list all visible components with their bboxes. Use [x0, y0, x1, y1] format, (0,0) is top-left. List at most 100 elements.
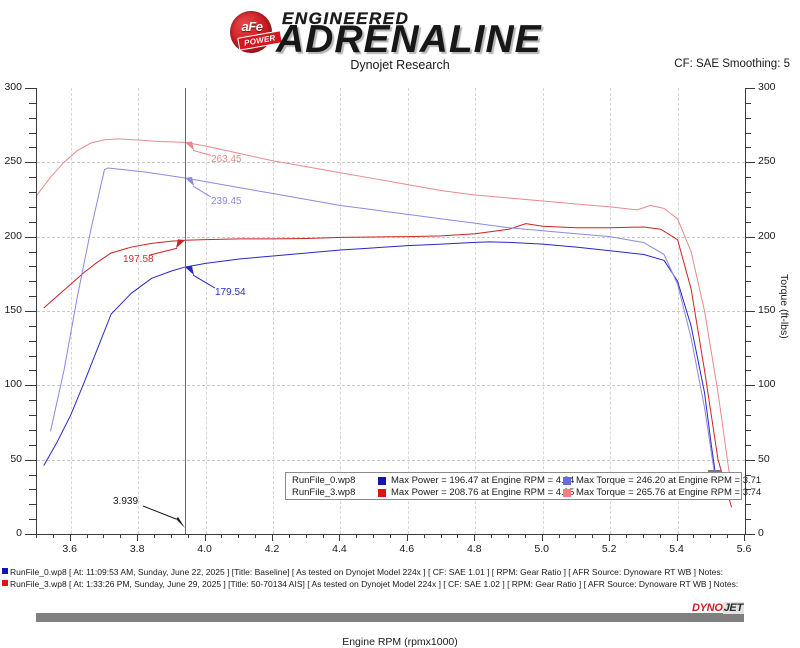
y-tick-minor-right	[744, 519, 751, 521]
y-tick-minor-right	[744, 147, 751, 149]
y-tick-label-left: 300	[4, 81, 22, 93]
x-tick-label: 4.0	[197, 543, 212, 555]
y-tick-right	[744, 236, 755, 238]
x-tick	[272, 534, 273, 541]
y-tick-minor-right	[744, 221, 751, 223]
annotation-leader	[192, 185, 212, 198]
footer-swatch	[2, 568, 8, 574]
y-tick-minor-right	[744, 325, 751, 327]
y-tick-minor-left	[29, 147, 36, 149]
gridline-vertical	[340, 88, 342, 534]
y-tick-minor-right	[744, 489, 751, 491]
legend-swatch-power	[378, 476, 386, 485]
x-tick-minor	[727, 534, 729, 538]
y-tick-left	[25, 88, 36, 89]
y-tick-minor-left	[29, 117, 36, 119]
y-tick-minor-left	[29, 206, 36, 208]
dynojet-watermark: DYNOJET	[692, 602, 744, 614]
y-tick-minor-left	[29, 221, 36, 223]
x-tick-label: 5.6	[736, 543, 752, 555]
y-tick-minor-left	[29, 340, 36, 342]
gridline-vertical	[542, 88, 544, 534]
footer-run-1: RunFile_3.wp8 [ At: 1:33:26 PM, Sunday, …	[2, 578, 738, 590]
y-tick-label-right: 50	[758, 452, 770, 465]
y-tick-minor-right	[744, 102, 751, 104]
afe-power-logo: aFe POWER	[228, 8, 284, 56]
cursor-line[interactable]	[185, 88, 186, 534]
legend-row: RunFile_3.wp8 Max Power = 208.76 at Engi…	[286, 486, 761, 499]
gridline-vertical	[273, 88, 274, 534]
y-tick-label-left: 50	[10, 452, 22, 465]
x-tick-minor	[626, 534, 627, 538]
y-tick-minor-left	[29, 415, 36, 417]
gridline-horizontal	[37, 162, 745, 164]
x-tick-minor	[103, 534, 105, 538]
x-tick	[676, 534, 678, 541]
y-tick-minor-left	[29, 266, 36, 268]
x-tick	[406, 534, 408, 541]
x-tick-minor	[52, 534, 54, 538]
y-tick-minor-left	[29, 519, 36, 521]
adrenaline-wordmark: ADRENALINE	[276, 18, 542, 61]
data-curve	[43, 223, 732, 508]
annotation-leader	[192, 149, 212, 156]
legend-file-name: RunFile_0.wp8	[292, 475, 356, 486]
y-tick-minor-left	[29, 251, 36, 253]
cursor-arrow	[176, 517, 186, 528]
y-tick-minor-left	[29, 325, 36, 327]
x-tick	[744, 534, 745, 541]
chart-legend[interactable]: RunFile_0.wp8 Max Power = 196.47 at Engi…	[285, 472, 761, 500]
x-tick-minor	[390, 534, 391, 538]
watermark-jet: JET	[722, 602, 744, 614]
y-tick-minor-right	[744, 355, 751, 357]
x-tick-minor	[440, 534, 442, 538]
x-tick-label: 3.8	[129, 543, 145, 555]
x-tick	[609, 534, 611, 541]
x-tick-minor	[524, 534, 526, 538]
legend-file-name: RunFile_3.wp8	[292, 487, 356, 498]
engineered-wordmark: ENGINEERED	[282, 9, 410, 28]
y-tick-label-left: 0	[16, 527, 22, 539]
x-tick-minor	[221, 534, 223, 538]
gridline-vertical	[677, 88, 679, 534]
x-tick	[541, 534, 543, 541]
plot-canvas[interactable]: 263.45 239.45 197.58 179.54 3.939	[36, 88, 746, 535]
y-tick-left	[25, 311, 36, 312]
y-tick-label-right: 150	[758, 304, 776, 316]
footer-swatch	[2, 580, 8, 586]
x-tick-minor	[154, 534, 155, 538]
legend-swatch-power	[378, 488, 386, 497]
gridline-vertical	[407, 88, 409, 534]
x-tick-label: 4.2	[264, 543, 280, 555]
x-axis-title: Engine RPM (rpmx1000)	[342, 636, 458, 648]
chart-area: Power (hp) Torque (ft-lbs) Engine RPM (r…	[0, 81, 800, 648]
watermark-dyno: DYNO	[692, 602, 723, 614]
x-tick-minor	[693, 534, 695, 538]
y-tick-right	[744, 162, 755, 164]
y-tick-left	[25, 162, 36, 164]
cursor-leader	[142, 505, 177, 520]
legend-row: RunFile_0.wp8 Max Power = 196.47 at Engi…	[286, 474, 761, 487]
gridline-vertical	[138, 88, 140, 534]
x-tick-minor	[322, 534, 324, 538]
y-tick-label-right: 200	[758, 229, 776, 242]
y-tick-minor-right	[744, 400, 751, 402]
gridline-vertical	[70, 88, 72, 534]
gridline-horizontal	[37, 385, 745, 387]
gridline-horizontal	[37, 459, 745, 461]
y-tick-label-right: 100	[758, 378, 776, 391]
annotation-value: 239.45	[211, 196, 242, 208]
y-tick-label-left: 250	[4, 155, 22, 168]
afe-badge-icon: aFe POWER	[228, 9, 284, 55]
gridline-vertical	[475, 88, 477, 534]
correction-factor-label: CF: SAE Smoothing: 5	[674, 58, 790, 70]
y-tick-minor-right	[744, 177, 751, 179]
x-tick-minor	[36, 534, 37, 538]
y-tick-right	[744, 385, 755, 387]
x-tick-minor	[238, 534, 240, 538]
data-curve	[50, 167, 719, 497]
y-tick-minor-right	[744, 132, 751, 134]
y-tick-minor-right	[744, 296, 751, 298]
x-tick-minor	[457, 534, 459, 538]
y-tick-label-left: 200	[4, 229, 22, 242]
